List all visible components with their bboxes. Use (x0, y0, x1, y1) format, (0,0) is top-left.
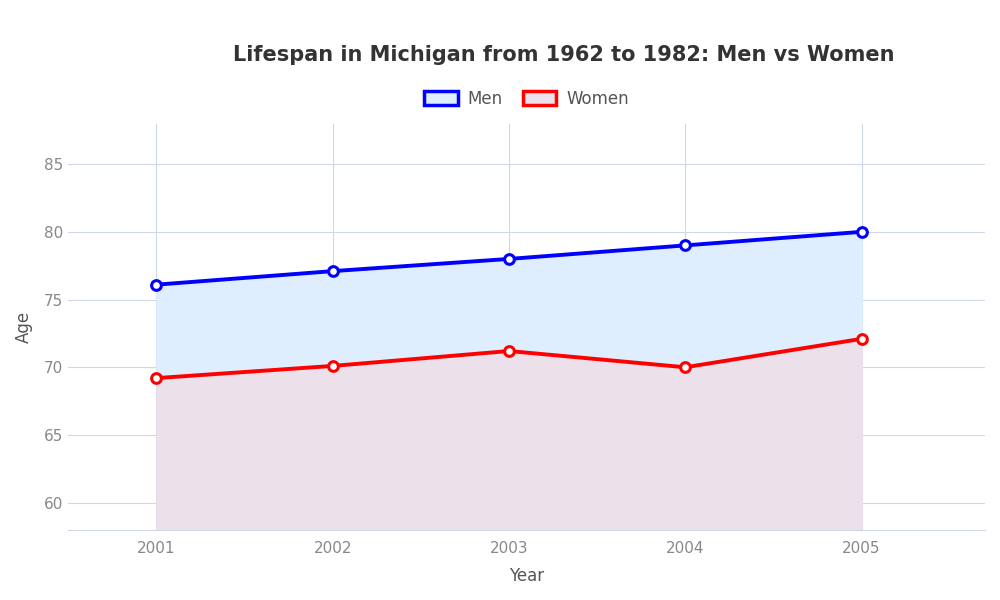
Legend: Men, Women: Men, Women (418, 83, 636, 115)
Y-axis label: Age: Age (15, 311, 33, 343)
X-axis label: Year: Year (509, 567, 544, 585)
Text: Lifespan in Michigan from 1962 to 1982: Men vs Women: Lifespan in Michigan from 1962 to 1982: … (233, 45, 895, 65)
